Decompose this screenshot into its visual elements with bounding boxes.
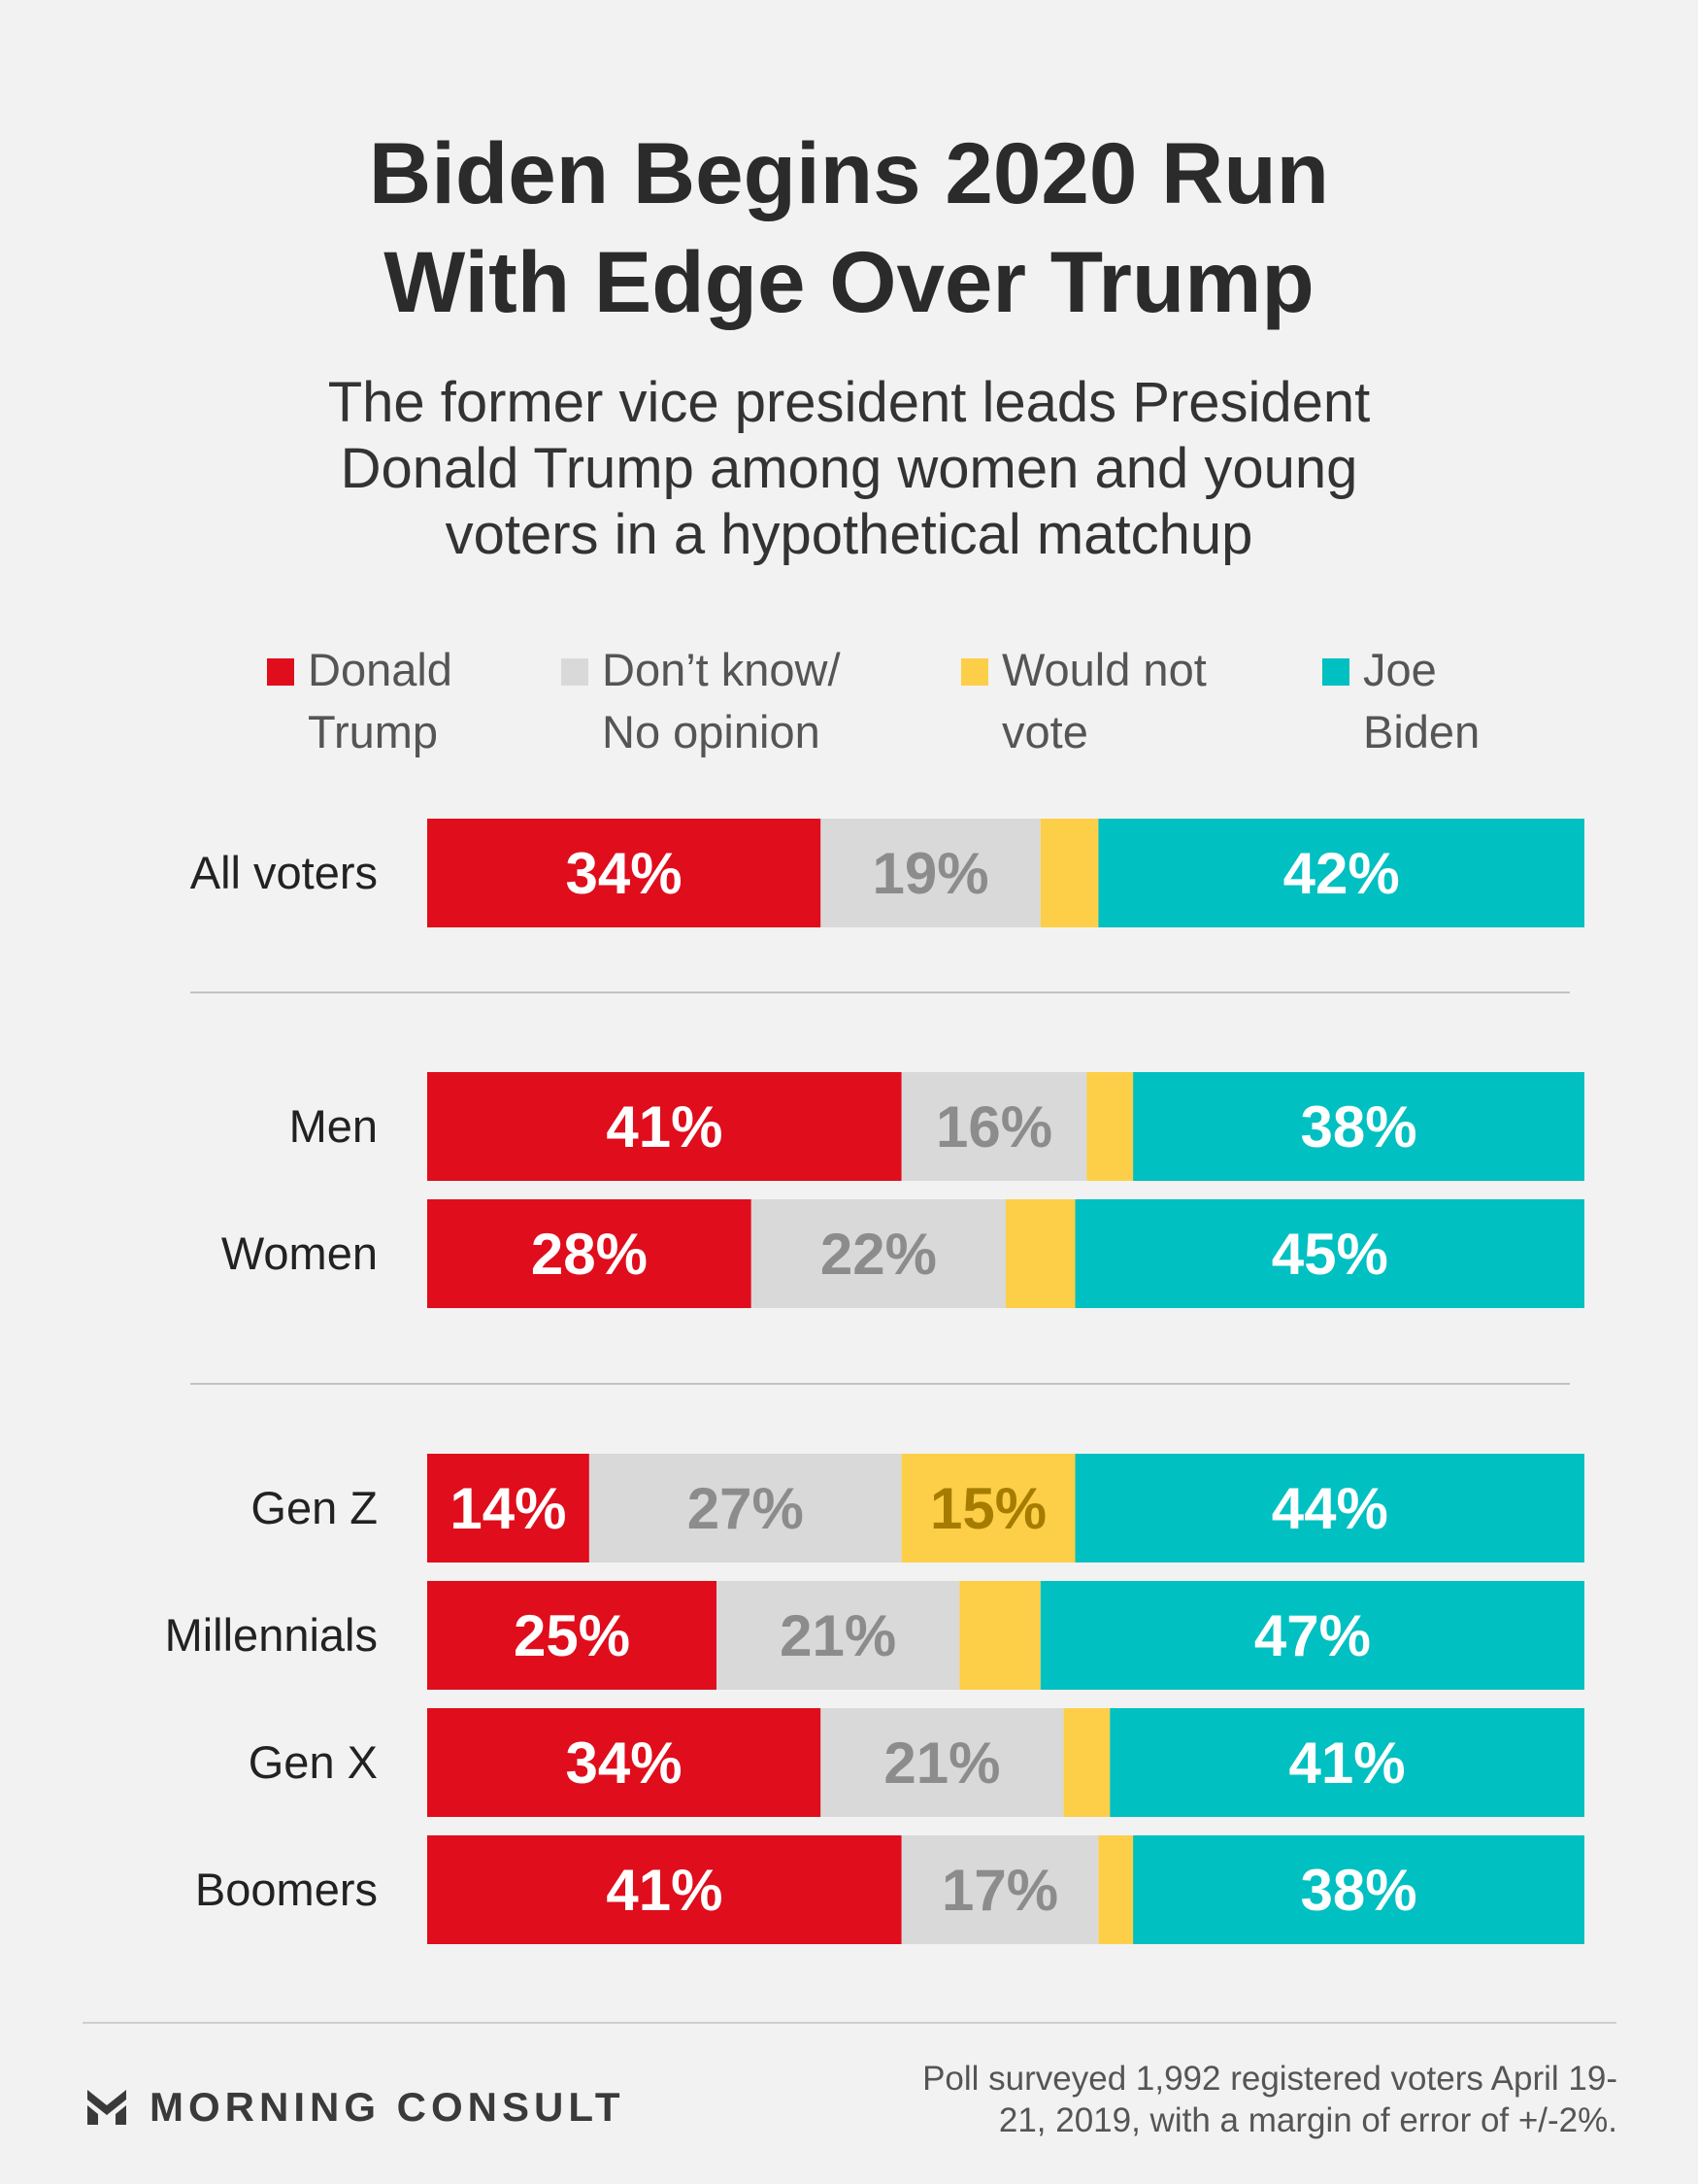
bar-segment [820,819,1041,927]
bar-segment [1075,1199,1584,1308]
data-label: 42% [1283,841,1400,906]
data-label: 19% [872,841,988,906]
bar-segment [1040,819,1099,927]
bar-segment [901,1072,1087,1181]
footnote-line-1: Poll surveyed 1,992 registered voters Ap… [922,2060,1617,2098]
row-label: All voters [190,847,378,898]
bar-segment [1110,1708,1584,1817]
chart-subtitle-line-2: Donald Trump among women and young [340,437,1358,500]
data-label: 17% [942,1858,1058,1923]
legend-label-line: Trump [308,706,439,757]
bar-segment [1133,1835,1584,1944]
bar-segment [427,1835,902,1944]
legend-swatch-biden [1322,658,1349,686]
data-label: 16% [936,1094,1052,1159]
data-label: 38% [1301,1858,1417,1923]
data-label: 34% [566,1730,683,1796]
row-label: Gen Z [250,1482,378,1533]
row-label: Women [221,1227,378,1279]
bar-segment [427,1199,751,1308]
legend-swatch-trump [267,658,294,686]
data-label: 41% [1289,1730,1406,1796]
legend: Donald Trump Don’t know/ No opinion Woul… [0,639,1698,775]
data-label: 15% [930,1476,1047,1541]
bar-segment [588,1454,902,1562]
bar-segment [1098,819,1584,927]
bar-segment [427,1708,821,1817]
brand-name: MORNING CONSULT [150,2084,625,2130]
row-label: Gen X [249,1736,378,1788]
chart-subtitle-line-3: voters in a hypothetical matchup [445,503,1253,566]
bar-segment [427,1072,902,1181]
bar-segment [1006,1199,1076,1308]
bar-segment [1086,1072,1134,1181]
bar-segment [427,1454,589,1562]
chart-title-line-1: Biden Begins 2020 Run [368,124,1330,221]
bar-segment [1063,1708,1111,1817]
data-label: 41% [606,1094,722,1159]
legend-label-would-not-vote: Would not vote [1002,639,1293,763]
bar-segment [427,1581,716,1690]
row-label: Men [289,1100,378,1152]
legend-label-line: Don’t know/ [602,644,841,695]
data-label: 41% [606,1858,722,1923]
bar-segment [1040,1581,1584,1690]
data-label: 45% [1272,1222,1388,1287]
legend-label-line: Biden [1363,706,1481,757]
bar-segment [750,1199,1006,1308]
legend-swatch-would-not-vote [961,658,988,686]
morning-consult-logo-icon [87,2090,126,2125]
data-label: 22% [820,1222,937,1287]
legend-label-trump: Donald Trump [308,639,599,763]
bar-segment [959,1581,1041,1690]
chart-title-line-2: With Edge Over Trump [383,233,1315,330]
footer-divider [83,2022,1616,2024]
bar-segment [820,1708,1064,1817]
data-label: 14% [449,1476,566,1541]
bar-segment [1075,1454,1584,1562]
data-label: 34% [566,841,683,906]
bar-segment [901,1454,1076,1562]
footnote-line-2: 21, 2019, with a margin of error of +/-2… [998,2101,1617,2139]
bar-segment [716,1581,960,1690]
legend-label-biden: Joe Biden [1363,639,1654,763]
chart-title: Biden Begins 2020 Run With Edge Over Tru… [0,118,1698,336]
legend-label-dont-know: Don’t know/ No opinion [602,639,893,763]
legend-label-line: vote [1002,706,1088,757]
bar-segment [1133,1072,1584,1181]
footnote: Poll surveyed 1,992 registered voters Ap… [918,2058,1617,2141]
row-label: Boomers [195,1864,378,1915]
data-label: 25% [514,1603,630,1668]
legend-label-line: Donald [308,644,452,695]
data-label: 21% [883,1730,1000,1796]
data-label: 47% [1254,1603,1371,1668]
chart-subtitle-line-1: The former vice president leads Presiden… [327,371,1371,434]
chart-subtitle: The former vice president leads Presiden… [0,370,1698,568]
legend-label-line: Joe [1363,644,1437,695]
data-label: 44% [1272,1476,1388,1541]
bar-segment [427,819,821,927]
legend-label-line: No opinion [602,706,820,757]
row-label: Millennials [165,1609,378,1661]
bar-segment [1098,1835,1134,1944]
data-label: 28% [531,1222,648,1287]
data-label: 21% [780,1603,896,1668]
legend-swatch-dont-know [561,658,588,686]
data-label: 38% [1301,1094,1417,1159]
stacked-bar-chart: All voters 34% 19% 42% Men 41% 16% 38% Women 28% 2… [165,819,1584,1944]
brand-logo: MORNING CONSULT [85,2078,625,2136]
data-label: 27% [687,1476,804,1541]
bar-segment [901,1835,1099,1944]
legend-label-line: Would not [1002,644,1207,695]
